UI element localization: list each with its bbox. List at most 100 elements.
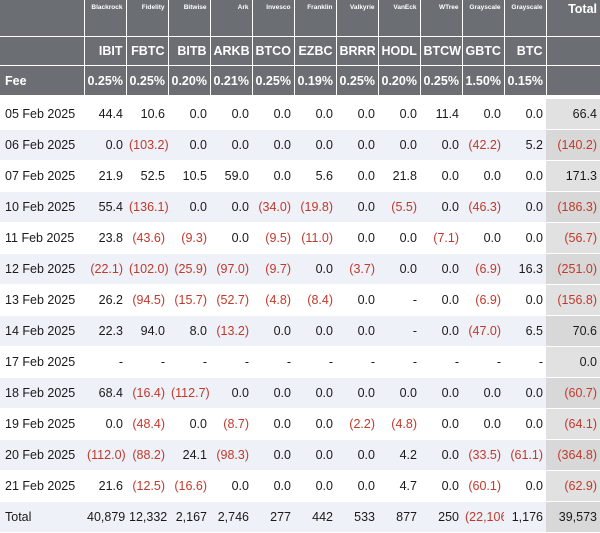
flow-cell-arkb: 0.0 — [210, 222, 252, 254]
flow-cell-arkb: (98.3) — [210, 439, 252, 471]
ticker-header-btc: BTC — [504, 36, 547, 66]
issuer-header-bitb: Bitwise — [168, 0, 211, 37]
flow-cell-btcw: 0.0 — [420, 470, 462, 502]
flow-cell-btco: 0.0 — [252, 439, 294, 471]
fee-value-hodl: 0.20% — [378, 65, 421, 99]
flow-cell-ibit: 21.9 — [84, 160, 126, 192]
flow-cell-btcw: 11.4 — [420, 97, 462, 130]
row-total: (64.1) — [546, 408, 600, 440]
flow-cell-brrr: 0.0 — [336, 129, 378, 161]
flow-cell-ezbc: 5.6 — [294, 160, 336, 192]
flow-cell-gbtc: 0.0 — [462, 160, 504, 192]
flow-cell-ibit: (112.0) — [84, 439, 126, 471]
total-column-header: Total — [546, 0, 600, 37]
flow-cell-brrr: 0.0 — [336, 191, 378, 223]
total-cell-hodl: 877 — [378, 501, 420, 533]
issuer-header-gbtc: Grayscale — [462, 0, 505, 37]
row-date: 18 Feb 2025 — [0, 377, 84, 409]
flow-cell-hodl: (4.8) — [378, 408, 420, 440]
flow-cell-arkb: (97.0) — [210, 253, 252, 285]
ticker-header-gbtc: GBTC — [462, 36, 505, 66]
flow-cell-ibit: 0.0 — [84, 129, 126, 161]
table-body: 05 Feb 2025 44.4 10.6 0.0 0.0 0.0 0.0 0.0 0.0 11.… — [0, 97, 600, 533]
ticker-header-row: IBIT FBTC BITB ARKB BTCO EZBC BRRR HODL BTCW GBTC… — [0, 36, 600, 66]
total-cell-btco: 277 — [252, 501, 294, 533]
issuer-header-arkb: Ark — [210, 0, 253, 37]
issuer-header-corner — [0, 0, 85, 37]
flow-cell-btc: 0.0 — [504, 191, 546, 223]
flow-cell-ezbc: 0.0 — [294, 129, 336, 161]
total-cell-gbtc: (22,106) — [462, 501, 504, 533]
flow-cell-ezbc: (8.4) — [294, 284, 336, 316]
flow-cell-ezbc: (19.8) — [294, 191, 336, 223]
total-cell-fbtc: 12,332 — [126, 501, 168, 533]
flow-cell-fbtc: 10.6 — [126, 97, 168, 130]
flow-cell-fbtc: - — [126, 346, 168, 378]
flow-cell-brrr: - — [336, 346, 378, 378]
flow-cell-brrr: (2.2) — [336, 408, 378, 440]
flow-cell-arkb: (52.7) — [210, 284, 252, 316]
row-total: (156.8) — [546, 284, 600, 316]
ticker-header-btco: BTCO — [252, 36, 295, 66]
row-total: (60.7) — [546, 377, 600, 409]
issuer-header-ibit: Blackrock — [84, 0, 127, 37]
flow-cell-btcw: 0.0 — [420, 315, 462, 347]
flow-cell-ezbc: 0.0 — [294, 439, 336, 471]
flow-cell-fbtc: (48.4) — [126, 408, 168, 440]
flow-cell-brrr: 0.0 — [336, 315, 378, 347]
flow-cell-bitb: - — [168, 346, 210, 378]
flow-cell-btc: 5.2 — [504, 129, 546, 161]
flow-cell-btcw: 0.0 — [420, 191, 462, 223]
flow-cell-hodl: 0.0 — [378, 377, 420, 409]
issuer-header-btco: Invesco — [252, 0, 295, 37]
flow-cell-ibit: 21.6 — [84, 470, 126, 502]
flow-cell-brrr: 0.0 — [336, 377, 378, 409]
flow-cell-ezbc: 0.0 — [294, 315, 336, 347]
flow-cell-btco: 0.0 — [252, 129, 294, 161]
flow-cell-bitb: (25.9) — [168, 253, 210, 285]
table-row: 18 Feb 2025 68.4 (16.4) (112.7) 0.0 0.0 0.0 0.0… — [0, 377, 600, 409]
flow-cell-gbtc: (6.9) — [462, 253, 504, 285]
issuer-header-btcw: WTree — [420, 0, 463, 37]
flow-cell-ezbc: - — [294, 346, 336, 378]
row-total: (186.3) — [546, 191, 600, 223]
row-date: 05 Feb 2025 — [0, 97, 84, 130]
flow-cell-btco: 0.0 — [252, 160, 294, 192]
flow-cell-btcw: 0.0 — [420, 377, 462, 409]
flow-cell-brrr: 0.0 — [336, 439, 378, 471]
ticker-header-arkb: ARKB — [210, 36, 253, 66]
flow-cell-btco: - — [252, 346, 294, 378]
flow-cell-fbtc: (88.2) — [126, 439, 168, 471]
flow-cell-bitb: (112.7) — [168, 377, 210, 409]
flow-cell-fbtc: (94.5) — [126, 284, 168, 316]
flow-cell-fbtc: 52.5 — [126, 160, 168, 192]
flow-cell-btcw: (7.1) — [420, 222, 462, 254]
flow-cell-ibit: 26.2 — [84, 284, 126, 316]
flow-cell-bitb: 0.0 — [168, 129, 210, 161]
row-date: 21 Feb 2025 — [0, 470, 84, 502]
row-date: 14 Feb 2025 — [0, 315, 84, 347]
row-date: 11 Feb 2025 — [0, 222, 84, 254]
flow-cell-btco: (4.8) — [252, 284, 294, 316]
flow-cell-ezbc: 0.0 — [294, 97, 336, 130]
row-total: (62.9) — [546, 470, 600, 502]
row-total: 66.4 — [546, 97, 600, 130]
flow-cell-btcw: 0.0 — [420, 129, 462, 161]
flow-cell-ezbc: (11.0) — [294, 222, 336, 254]
ticker-header-btcw: BTCW — [420, 36, 463, 66]
flow-cell-bitb: 0.0 — [168, 408, 210, 440]
flow-cell-btc: 0.0 — [504, 470, 546, 502]
issuer-header-fbtc: Fidelity — [126, 0, 169, 37]
flow-cell-fbtc: (12.5) — [126, 470, 168, 502]
flow-cell-brrr: 0.0 — [336, 284, 378, 316]
flow-cell-ezbc: 0.0 — [294, 377, 336, 409]
flow-cell-hodl: 4.2 — [378, 439, 420, 471]
flow-cell-hodl: 21.8 — [378, 160, 420, 192]
fee-value-arkb: 0.21% — [210, 65, 253, 99]
flow-cell-btco: 0.0 — [252, 315, 294, 347]
fee-value-btc: 0.15% — [504, 65, 547, 99]
ticker-header-total-blank — [546, 36, 600, 66]
flow-cell-hodl: (5.5) — [378, 191, 420, 223]
flow-cell-hodl: 0.0 — [378, 129, 420, 161]
